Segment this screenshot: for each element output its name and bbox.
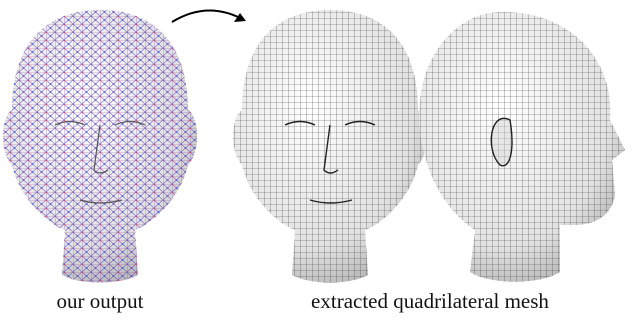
head-quad-front [233,10,427,283]
page: our output extracted quadrilateral mesh … [0,0,632,320]
head-quad-side [419,12,625,282]
caption: extracted quadrilateral mesh [311,289,549,313]
head-output [3,10,197,283]
figure: our output extracted quadrilateral mesh [0,0,632,320]
arrow-head [234,13,246,22]
arrow [172,10,244,22]
caption: our output [57,289,144,313]
